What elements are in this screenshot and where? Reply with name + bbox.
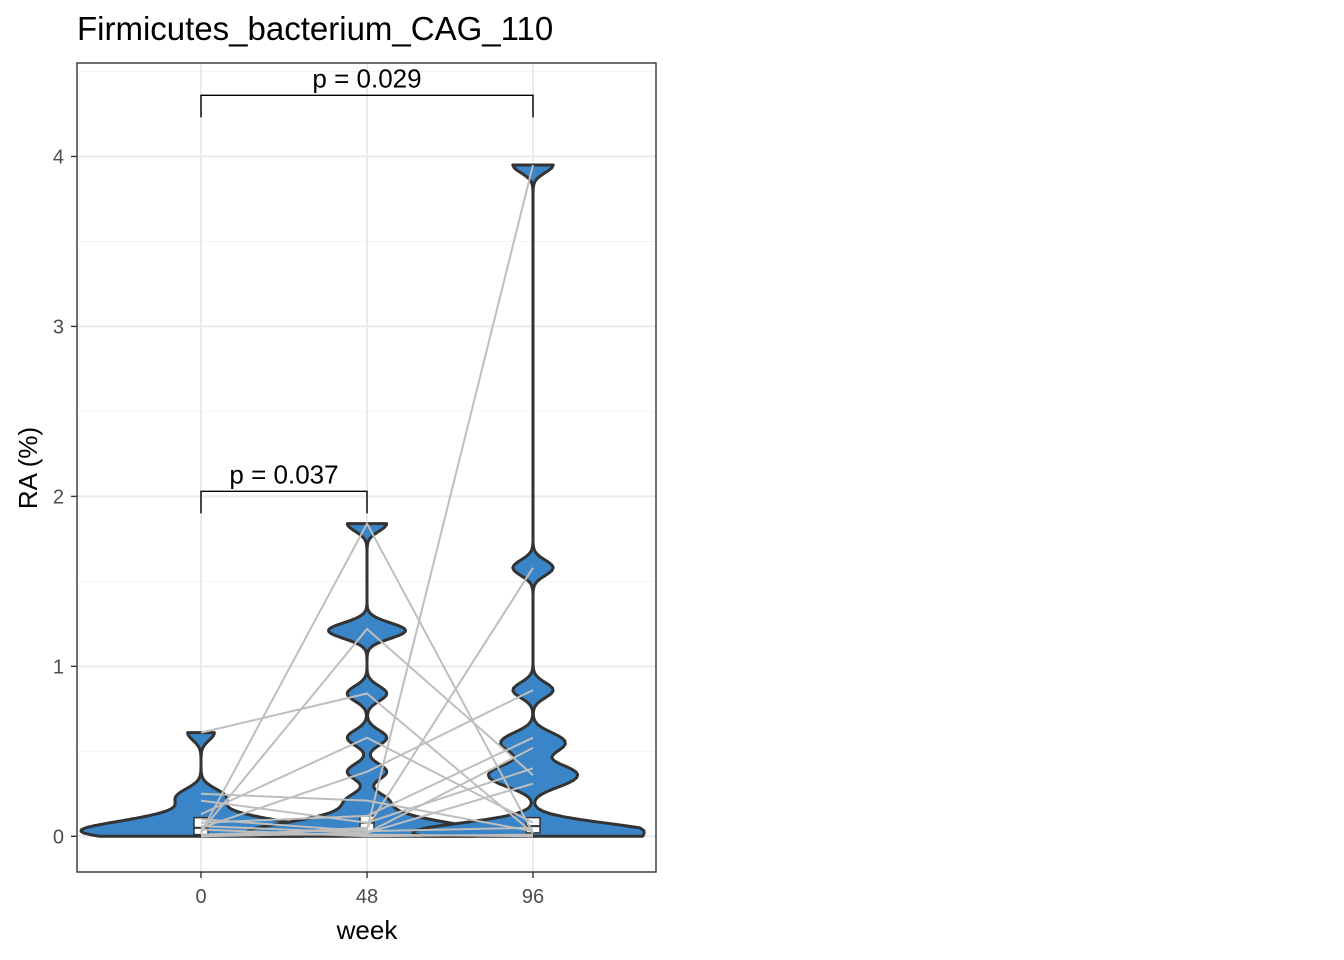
violin-week-48: [245, 522, 489, 838]
paired-line-6: [200, 567, 534, 838]
paired-line-0: [200, 521, 534, 834]
significance-brackets: p = 0.029 p = 0.037: [200, 63, 534, 514]
paired-line-12: [200, 818, 534, 833]
p-value-label-0-48: p = 0.037: [229, 459, 338, 489]
y-tick-label-1: 1: [53, 656, 64, 678]
x-tick-label-48: 48: [356, 886, 378, 908]
paired-line-11: [200, 782, 534, 834]
x-axis-title: week: [336, 915, 399, 945]
paired-line-2: [200, 792, 534, 833]
y-axis: 0 1 2 3 4: [53, 146, 77, 848]
y-tick-label-2: 2: [53, 486, 64, 508]
chart-title: Firmicutes_bacterium_CAG_110: [77, 10, 553, 47]
paired-line-8: [200, 736, 534, 824]
paired-lines: [200, 164, 534, 838]
y-tick-label-0: 0: [53, 826, 64, 848]
paired-line-3: [200, 627, 534, 832]
bracket-0-96: [200, 94, 534, 118]
y-tick-label-3: 3: [53, 316, 64, 338]
paired-line-7: [200, 689, 534, 829]
paired-line-14: [201, 833, 534, 838]
y-tick-label-4: 4: [53, 146, 64, 168]
violin-week-96: [411, 163, 646, 838]
x-tick-label-0: 0: [195, 886, 206, 908]
y-axis-title: RA (%): [13, 427, 43, 509]
plot-area: p = 0.029 p = 0.037: [76, 62, 657, 873]
x-tick-label-96: 96: [522, 886, 544, 908]
x-axis: 0 48 96: [195, 872, 544, 908]
paired-line-4: [200, 736, 534, 824]
p-value-label-0-96: p = 0.029: [312, 63, 421, 93]
paired-line-10: [200, 767, 534, 824]
bracket-0-48: [200, 490, 368, 514]
